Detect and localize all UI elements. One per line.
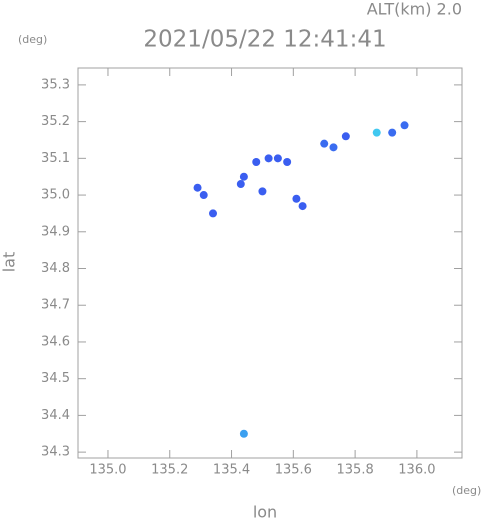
y-tick-label: 35.3	[41, 77, 70, 92]
echo-point	[400, 121, 409, 130]
y-tick-label: 34.8	[41, 261, 70, 276]
echo-point	[283, 158, 292, 167]
echo-point	[388, 128, 397, 137]
echo-point	[236, 180, 245, 189]
y-tick-label: 34.9	[41, 224, 70, 239]
echo-point	[341, 132, 350, 141]
altitude-label: ALT(km) 2.0	[367, 0, 462, 19]
echo-point	[239, 429, 248, 438]
x-tick-label: 135.4	[213, 463, 250, 478]
x-tick-label: 135.8	[337, 463, 374, 478]
echo-point	[199, 191, 208, 200]
y-tick-label: 35.2	[41, 114, 70, 129]
plot-frame	[77, 67, 463, 459]
y-tick-label: 34.5	[41, 371, 70, 386]
echo-point	[292, 194, 301, 203]
x-tick-label: 135.0	[89, 463, 126, 478]
x-axis-label: lon	[253, 503, 277, 522]
echo-point	[264, 154, 273, 163]
echo-point	[258, 187, 267, 196]
echo-point	[193, 183, 202, 192]
y-tick-label: 34.4	[41, 408, 70, 423]
echo-point	[252, 158, 261, 167]
x-tick-label: 135.2	[151, 463, 188, 478]
y-tick-label: 34.3	[41, 445, 70, 460]
y-tick-label: 34.6	[41, 334, 70, 349]
y-axis-label: lat	[0, 252, 19, 273]
echo-point	[372, 128, 381, 137]
echo-point	[209, 209, 218, 218]
y-unit: (deg)	[18, 33, 47, 46]
y-tick-label: 35.1	[41, 151, 70, 166]
echo-point	[273, 154, 282, 163]
y-tick-label: 34.7	[41, 298, 70, 313]
x-tick-label: 135.6	[275, 463, 312, 478]
echo-point	[329, 143, 338, 152]
y-tick-label: 35.0	[41, 188, 70, 203]
x-tick-label: 136.0	[398, 463, 435, 478]
echo-point	[239, 172, 248, 181]
chart-title: 2021/05/22 12:41:41	[143, 27, 386, 53]
echo-point	[320, 139, 329, 148]
echo-point	[298, 202, 307, 211]
x-unit: (deg)	[452, 484, 481, 497]
